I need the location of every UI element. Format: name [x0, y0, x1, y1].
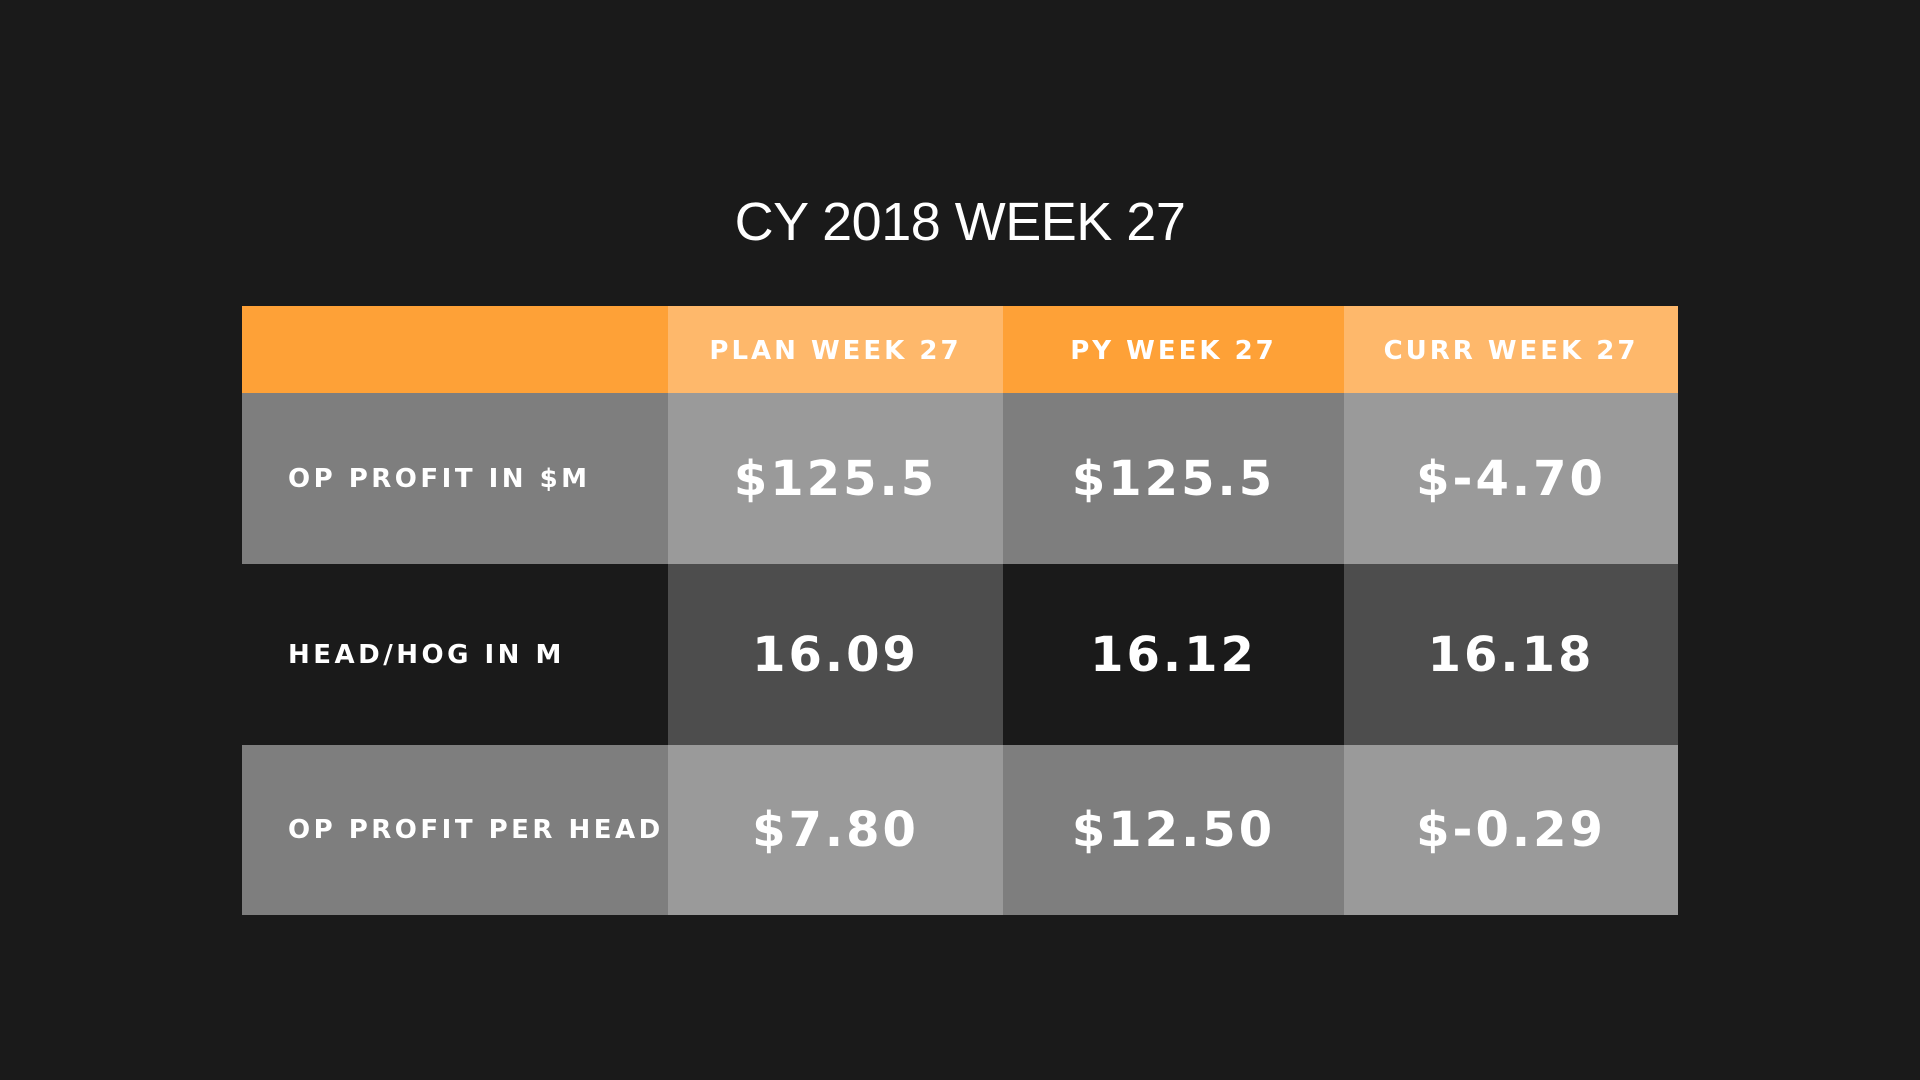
table-row-head-hog: HEAD/HOG IN M 16.09 16.12 16.18: [242, 564, 1678, 745]
column-header-plan: PLAN WEEK 27: [668, 306, 1003, 393]
cell-head-hog-py: 16.12: [1003, 564, 1344, 745]
cell-op-profit-plan: $125.5: [668, 393, 1003, 564]
column-header-curr: CURR WEEK 27: [1344, 306, 1678, 393]
cell-per-head-py: $12.50: [1003, 745, 1344, 915]
cell-head-hog-curr: 16.18: [1344, 564, 1678, 745]
table-row-op-profit: OP PROFIT IN $M $125.5 $125.5 $-4.70: [242, 393, 1678, 564]
column-header-py: PY WEEK 27: [1003, 306, 1344, 393]
cell-head-hog-plan: 16.09: [668, 564, 1003, 745]
cell-op-profit-curr: $-4.70: [1344, 393, 1678, 564]
cell-per-head-plan: $7.80: [668, 745, 1003, 915]
table-header-row: PLAN WEEK 27 PY WEEK 27 CURR WEEK 27: [242, 306, 1678, 393]
row-label-op-profit: OP PROFIT IN $M: [242, 393, 668, 564]
page-title: CY 2018 WEEK 27: [734, 192, 1186, 252]
row-label-head-hog: HEAD/HOG IN M: [242, 564, 668, 745]
row-label-op-profit-per-head: OP PROFIT PER HEAD: [242, 745, 668, 915]
cell-op-profit-py: $125.5: [1003, 393, 1344, 564]
table-row-op-profit-per-head: OP PROFIT PER HEAD $7.80 $12.50 $-0.29: [242, 745, 1678, 915]
header-corner-cell: [242, 306, 668, 393]
week-comparison-table: PLAN WEEK 27 PY WEEK 27 CURR WEEK 27 OP …: [242, 306, 1678, 915]
cell-per-head-curr: $-0.29: [1344, 745, 1678, 915]
